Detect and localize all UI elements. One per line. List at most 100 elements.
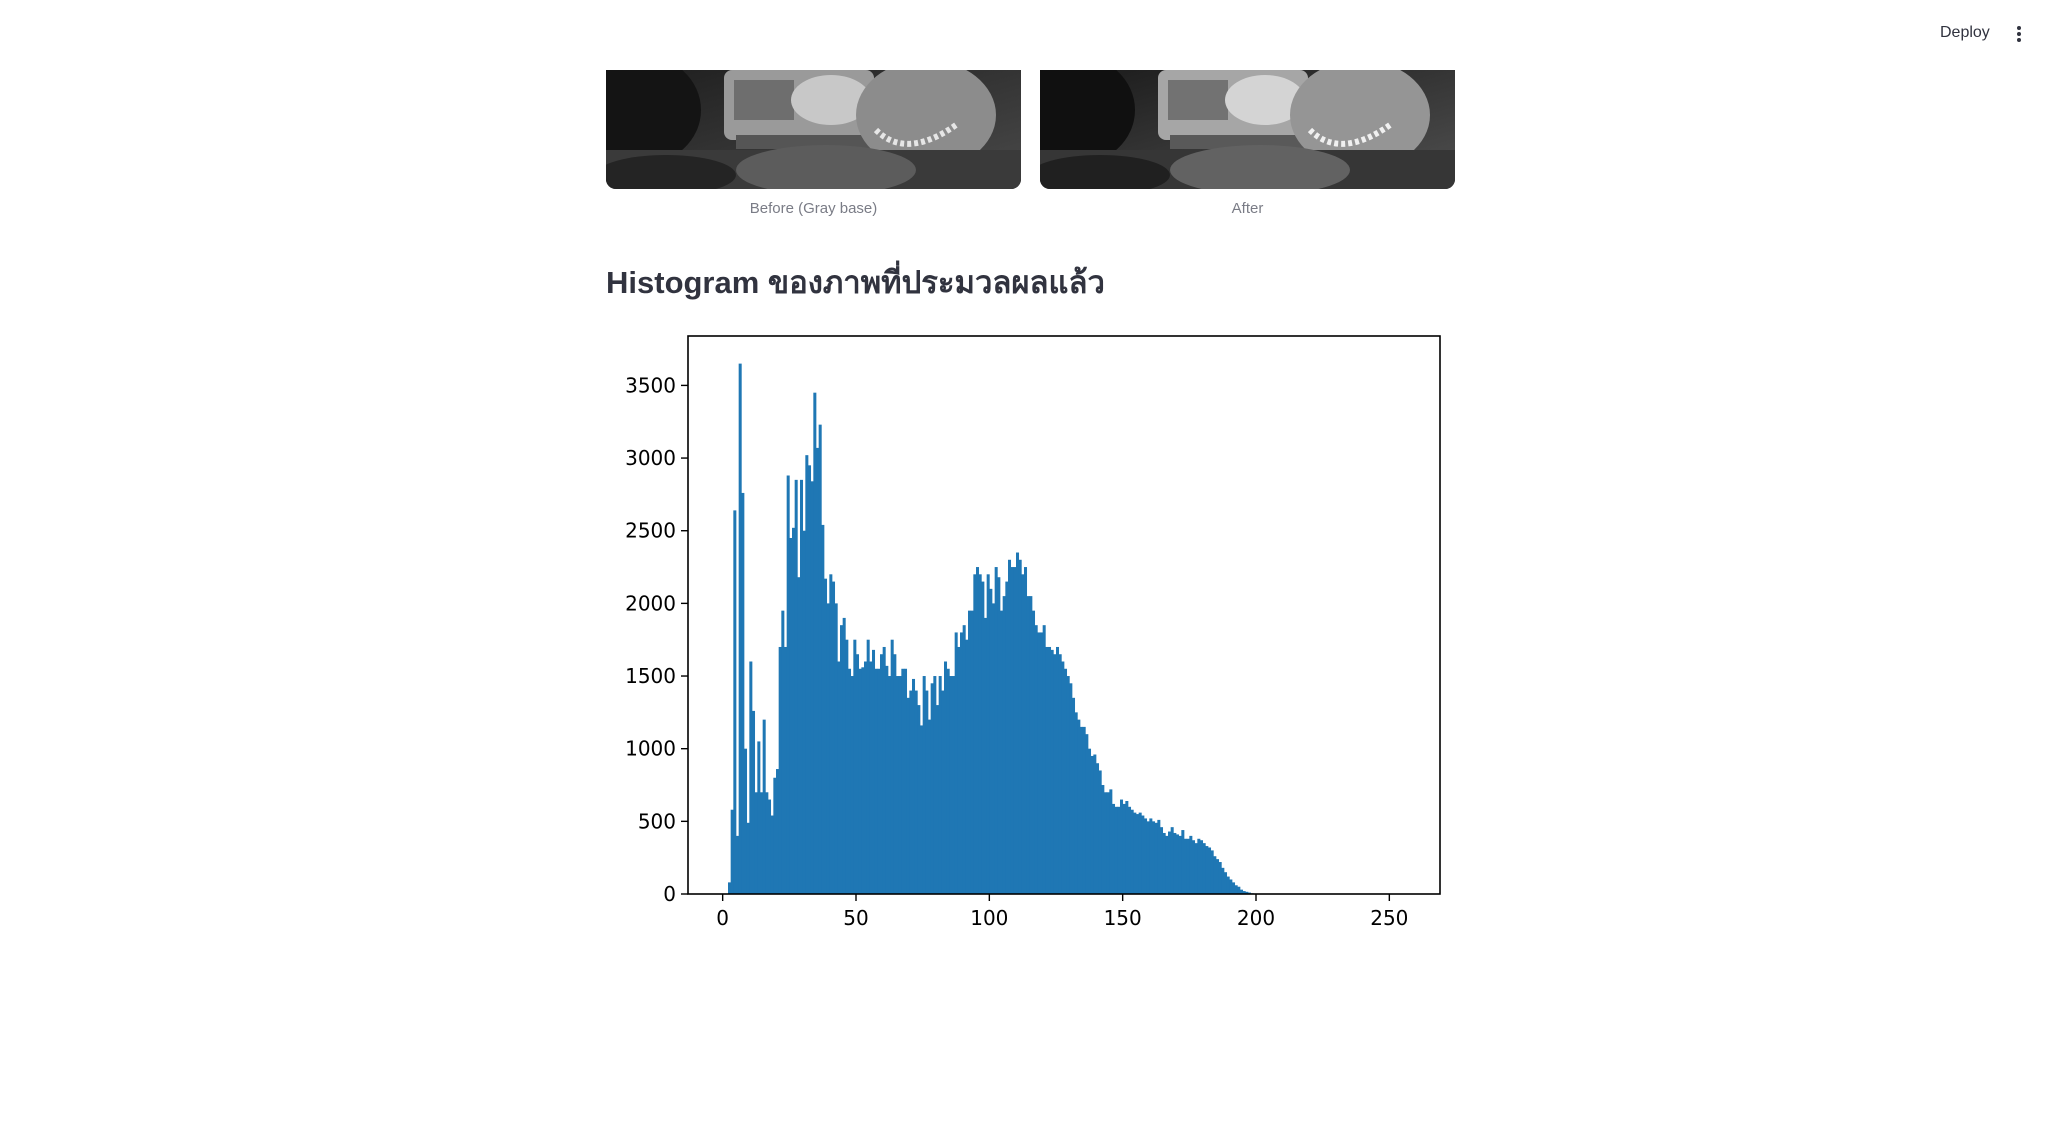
histogram-bar — [1218, 862, 1222, 894]
histogram-bar — [1080, 726, 1084, 894]
histogram-bar — [946, 668, 950, 894]
histogram-svg: 0 50 100 150 200 2500500100015002000250030003… — [625, 335, 1441, 930]
histogram-bar — [933, 676, 937, 894]
histogram-bar — [1149, 818, 1153, 894]
histogram-bar — [1050, 649, 1054, 895]
y-tick-label: 3500 — [625, 373, 676, 397]
histogram-bar — [901, 668, 905, 894]
histogram-bar — [952, 676, 956, 894]
vertical-ellipsis-icon[interactable] — [2006, 18, 2032, 48]
histogram-bar — [1021, 574, 1025, 894]
histogram-bar — [888, 676, 892, 894]
histogram-bar — [781, 610, 785, 894]
histogram-bar — [1077, 719, 1081, 895]
histogram-bar — [786, 475, 790, 894]
plot-frame — [687, 335, 1441, 895]
histogram-bar — [1037, 632, 1041, 894]
histogram-bar — [773, 777, 777, 894]
y-tick-label: 0 — [663, 882, 676, 906]
histogram-bar — [741, 492, 745, 894]
x-tick-label: 250 — [1370, 906, 1408, 930]
histogram-bar — [760, 792, 764, 894]
histogram-bar — [856, 654, 860, 894]
histogram-bar — [802, 530, 806, 894]
histogram-bar — [1136, 814, 1140, 894]
histogram-bar — [1072, 697, 1076, 894]
histogram-bar — [914, 690, 918, 894]
histogram-bar — [1018, 559, 1022, 894]
histogram-bar — [733, 510, 737, 895]
histogram-bar — [877, 668, 881, 894]
histogram-bar — [850, 676, 854, 894]
histogram-bar — [848, 668, 852, 894]
histogram-bar — [989, 588, 993, 894]
histogram-bar — [1106, 792, 1110, 894]
histogram-bar — [1232, 882, 1236, 895]
histogram-bar — [954, 632, 958, 894]
histogram-bar — [885, 665, 889, 894]
histogram-bar — [728, 882, 732, 895]
after-image-caption: After — [1231, 200, 1264, 217]
histogram-bar — [834, 603, 838, 895]
histogram-bar — [816, 447, 820, 894]
histogram-bar — [1096, 763, 1100, 894]
histogram-heading: Histogram ของภาพที่ประมวลผลแล้ว — [606, 265, 1105, 300]
histogram-bar — [738, 363, 742, 894]
histogram-bar — [805, 455, 809, 894]
histogram-bar — [1122, 803, 1126, 894]
y-tick-label: 2000 — [625, 591, 676, 615]
histogram-bar — [1013, 567, 1017, 894]
histogram-bar — [789, 537, 793, 894]
histogram-bar — [853, 639, 857, 894]
y-tick-label: 1500 — [625, 664, 676, 688]
after-image — [1040, 70, 1455, 189]
histogram-bar — [941, 690, 945, 894]
histogram-bar — [970, 610, 974, 894]
histogram-bar — [1074, 712, 1078, 894]
histogram-bar — [762, 719, 766, 895]
histogram-bar — [845, 639, 849, 894]
histogram-bar — [965, 639, 969, 894]
histogram-bar — [882, 646, 886, 894]
histogram-bar — [909, 690, 913, 894]
histogram-bar — [1234, 885, 1238, 894]
histogram-bar — [1237, 886, 1241, 894]
histogram-bar — [1101, 785, 1105, 894]
histogram-bar — [1141, 815, 1145, 894]
histogram-bar — [1154, 822, 1158, 894]
histogram-bar — [1133, 812, 1137, 895]
histogram-bar — [1024, 567, 1028, 894]
histogram-bar — [842, 617, 846, 894]
histogram-bar — [1088, 748, 1092, 894]
histogram-bar — [840, 625, 844, 894]
deploy-button[interactable]: Deploy — [1940, 24, 1990, 41]
histogram-bar — [1109, 789, 1113, 895]
histogram-bar — [861, 667, 865, 894]
histogram-bar — [1042, 625, 1046, 894]
x-tick-label: 50 — [843, 906, 868, 930]
histogram-bar — [936, 705, 940, 894]
histogram-bar — [1144, 818, 1148, 894]
histogram-bar — [1245, 891, 1249, 894]
histogram-bar — [922, 676, 926, 894]
histogram-bar — [800, 479, 804, 894]
histogram-bar — [746, 822, 750, 894]
histogram-bar — [858, 668, 862, 894]
histogram-bar — [1053, 654, 1057, 894]
histogram-bar — [1082, 726, 1086, 894]
histogram-bar — [1026, 596, 1030, 894]
histogram-bar — [813, 392, 817, 894]
histogram-bar — [904, 668, 908, 894]
histogram-bar — [1114, 806, 1118, 894]
histogram-bar — [1117, 806, 1121, 894]
histogram-bar — [864, 661, 868, 894]
histogram-bar — [1173, 832, 1177, 894]
histogram-bar — [869, 661, 873, 894]
histogram-bar — [949, 676, 953, 894]
histogram-bar — [1000, 610, 1004, 894]
histogram-bar — [1210, 850, 1214, 894]
histogram-bar — [784, 646, 788, 894]
histogram-bar — [778, 646, 782, 894]
histogram-bar — [906, 697, 910, 894]
histogram-bar — [1032, 610, 1036, 894]
